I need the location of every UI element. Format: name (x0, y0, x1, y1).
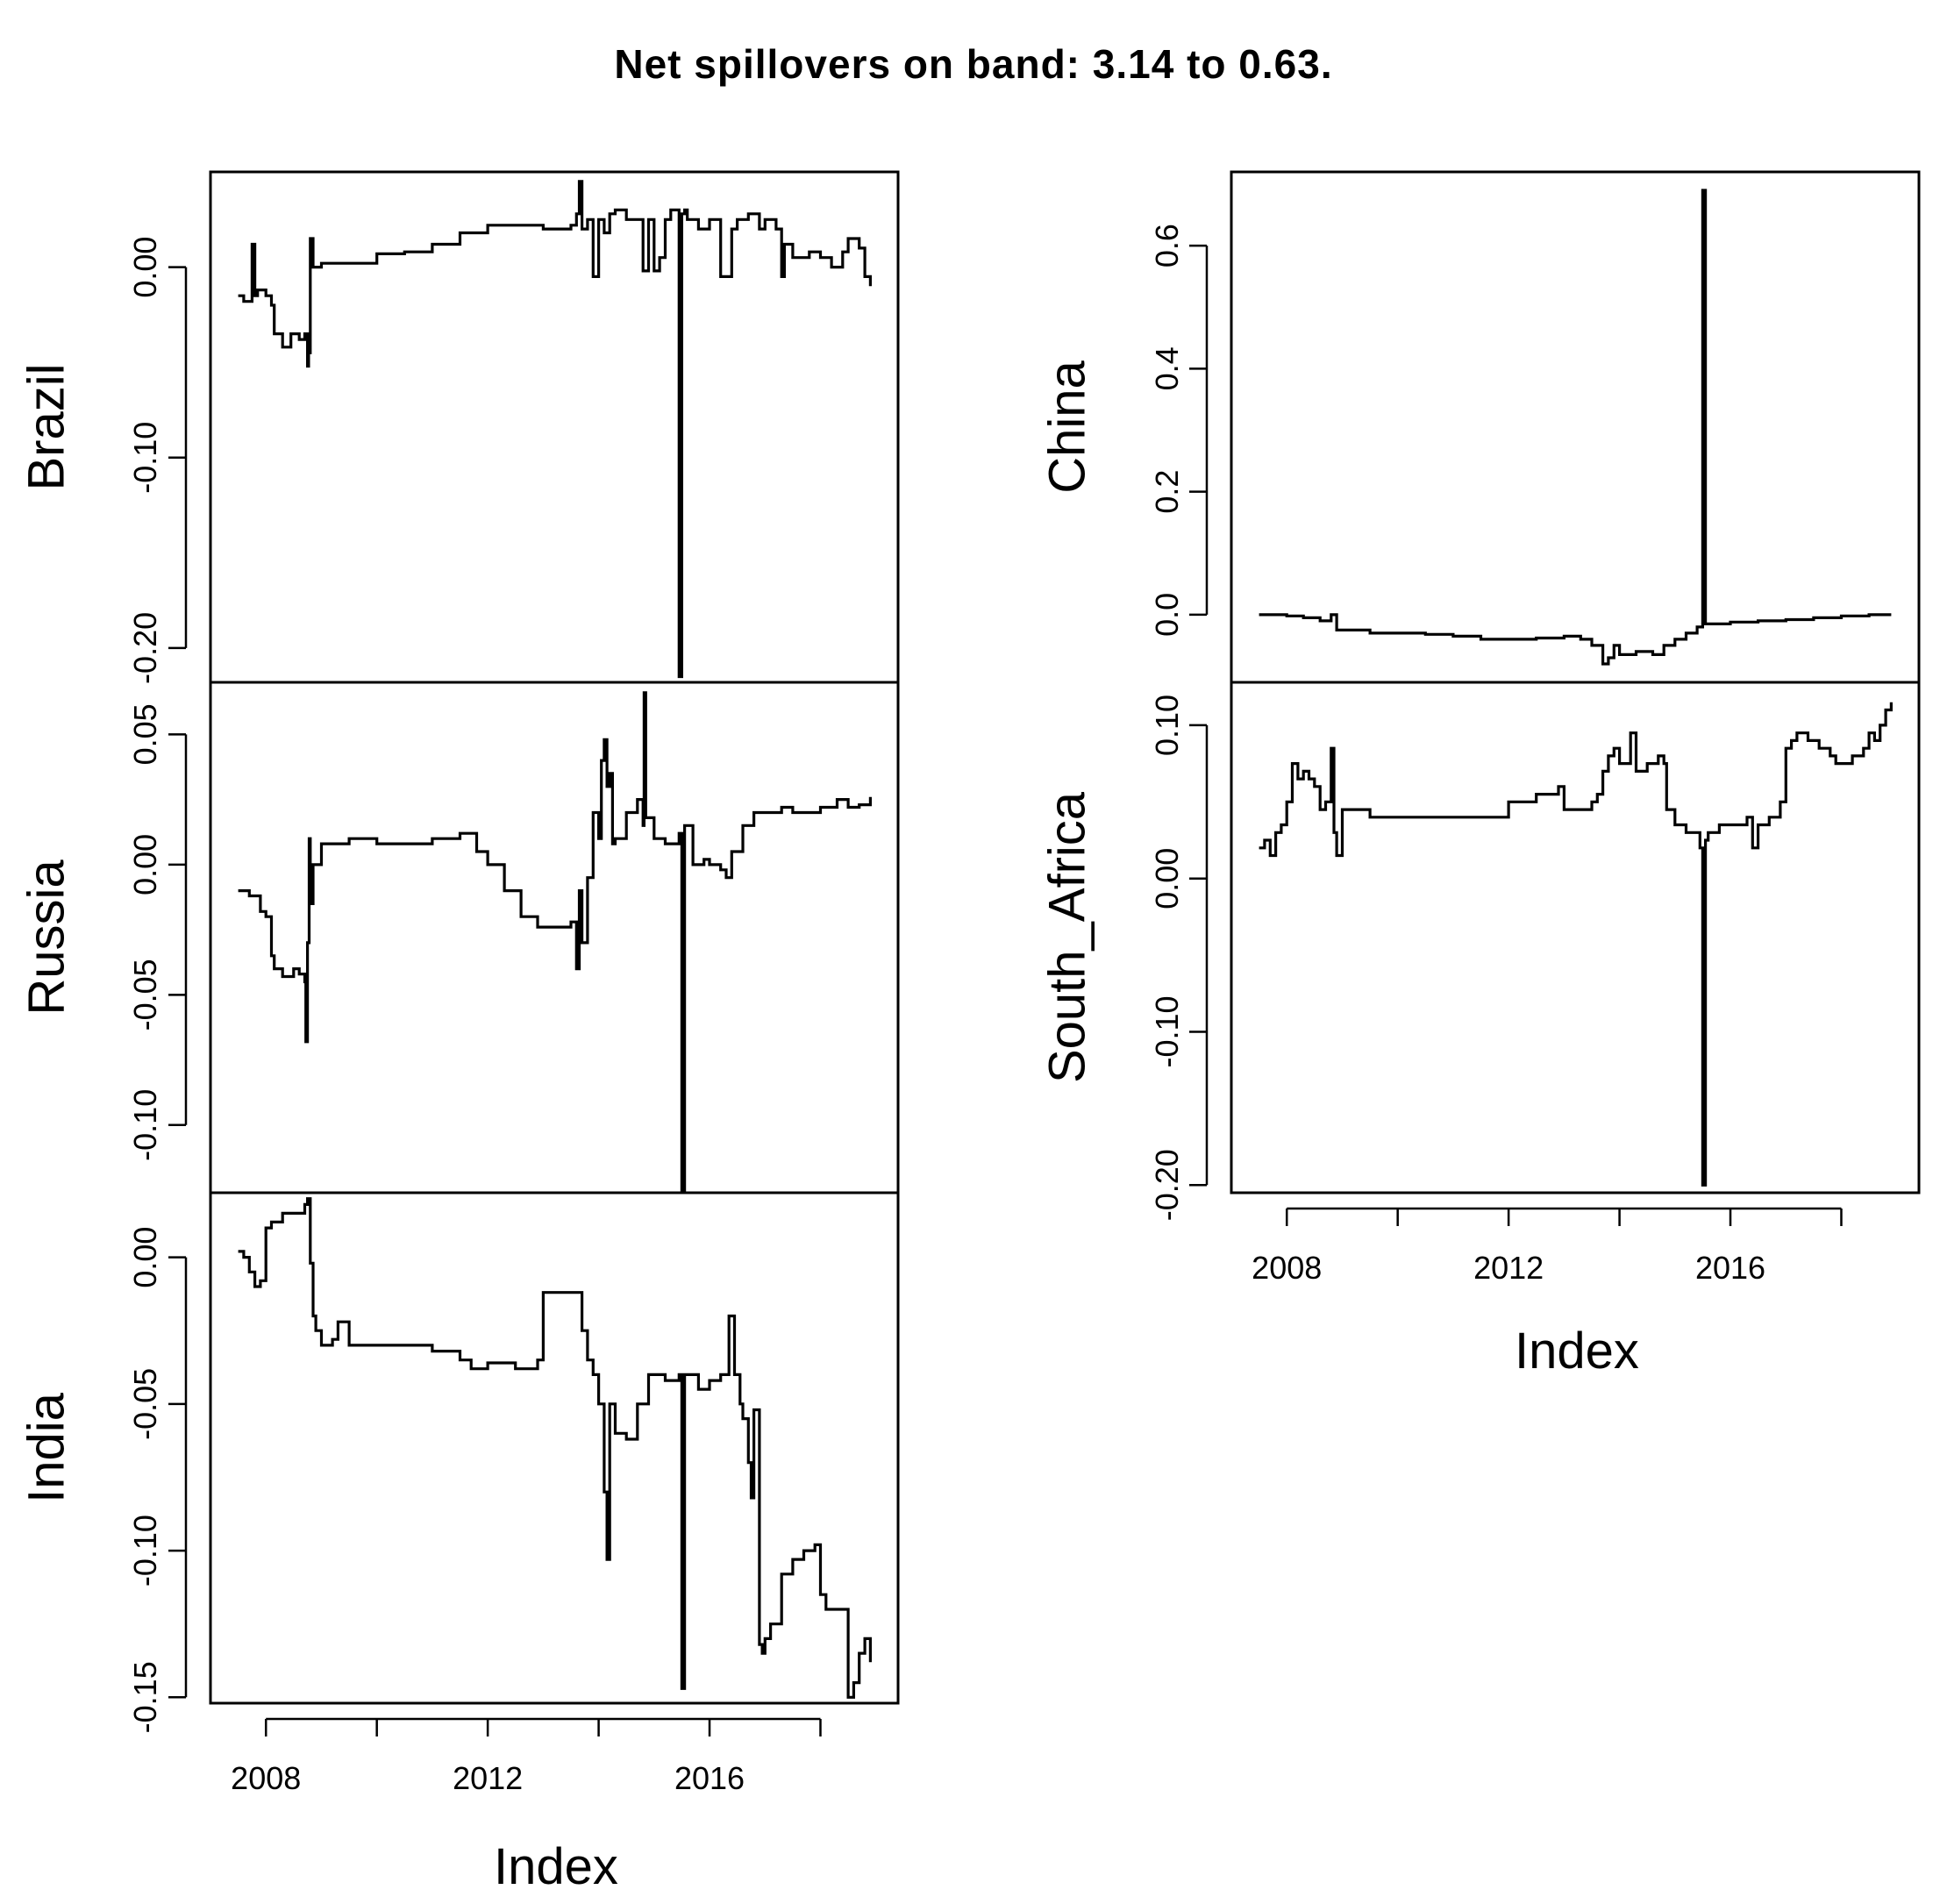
y-tick-label-china: 0.4 (1149, 346, 1185, 390)
plot-frame-india (209, 1191, 900, 1705)
x-tick-label-south-africa: 2012 (1473, 1250, 1544, 1286)
y-tick-label-india: -0.10 (127, 1515, 163, 1587)
panel-china: 0.6 0.4 0.2 0.0 China (1038, 170, 1921, 684)
x-tick-label-south-africa: 2008 (1252, 1250, 1322, 1286)
y-axis-label-china: China (1038, 360, 1095, 493)
y-tick-label-russia: -0.05 (127, 959, 163, 1030)
series-line-brazil (238, 180, 872, 679)
y-tick-label-brazil: -0.10 (127, 422, 163, 494)
y-tick-label-russia: 0.00 (127, 834, 163, 895)
panel-india: 0.00 -0.05 -0.10 -0.15 India 2008 2012 2016 (18, 1191, 900, 1796)
x-tick-label-india: 2012 (453, 1760, 523, 1796)
y-tick-label-china: 0.0 (1149, 593, 1185, 637)
y-tick-label-south-africa: 0.10 (1149, 695, 1185, 756)
x-tick-label-india: 2008 (231, 1760, 301, 1796)
y-tick-label-india: -0.15 (127, 1661, 163, 1733)
y-tick-label-south-africa: 0.00 (1149, 848, 1185, 909)
y-tick-label-china: 0.2 (1149, 470, 1185, 514)
y-axis-label-russia: Russia (18, 859, 75, 1016)
y-axis-label-india: India (18, 1392, 75, 1503)
chart-title: Net spillovers on band: 3.14 to 0.63. (614, 41, 1332, 87)
series-line-china (1259, 189, 1892, 666)
x-tick-label-india: 2016 (674, 1760, 745, 1796)
y-tick-label-south-africa: -0.10 (1149, 995, 1185, 1067)
y-tick-label-india: 0.00 (127, 1227, 163, 1288)
x-axis-label-left: Index (494, 1838, 618, 1895)
y-tick-label-brazil: -0.20 (127, 612, 163, 684)
panel-russia: 0.05 0.00 -0.05 -0.10 Russia (18, 681, 900, 1194)
y-tick-label-russia: 0.05 (127, 703, 163, 765)
y-axis-label-brazil: Brazil (18, 363, 75, 490)
y-axis-label-south-africa: South_Africa (1038, 791, 1095, 1083)
x-tick-label-south-africa: 2016 (1695, 1250, 1765, 1286)
panels: 0.00 -0.10 -0.20 Brazil 0.05 0.00 -0.05 -0.10 Ru… (18, 170, 1921, 1796)
plot-frame-south-africa (1230, 681, 1921, 1194)
y-tick-label-south-africa: -0.20 (1149, 1149, 1185, 1221)
y-tick-label-india: -0.05 (127, 1368, 163, 1440)
panel-south-africa: 0.10 0.00 -0.10 -0.20 South_Africa 2008 2012 20… (1038, 681, 1921, 1286)
y-tick-label-russia: -0.10 (127, 1089, 163, 1161)
series-line-south-africa (1259, 702, 1893, 1187)
y-tick-label-brazil: 0.00 (127, 237, 163, 298)
y-tick-label-china: 0.6 (1149, 224, 1185, 267)
x-axis-label-right: Index (1515, 1323, 1639, 1380)
series-line-russia (238, 691, 872, 1192)
series-line-india (238, 1197, 872, 1699)
